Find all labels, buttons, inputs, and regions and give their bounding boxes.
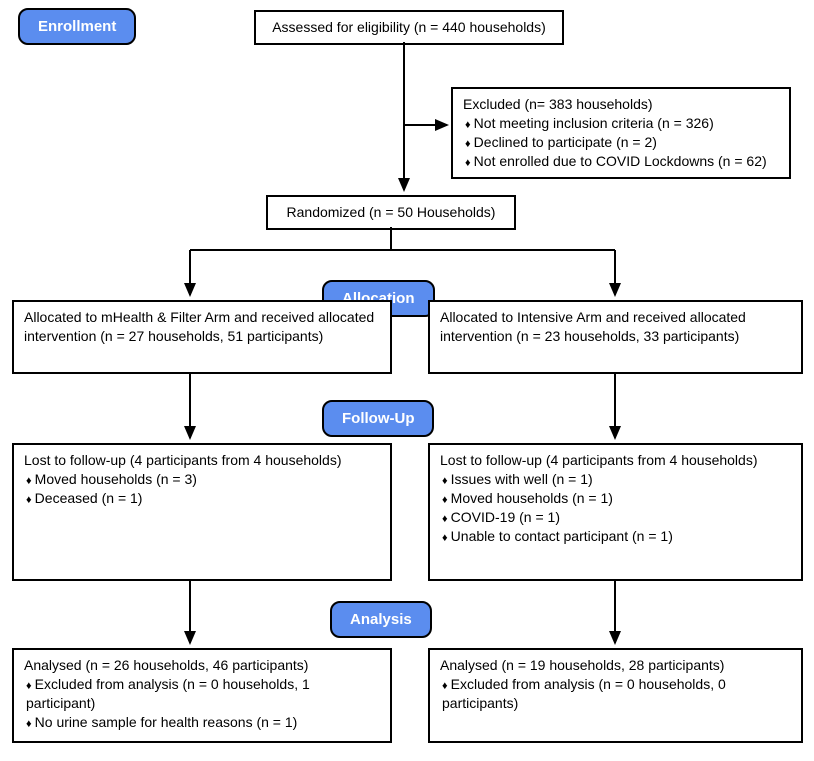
- followup-item: Issues with well (n = 1): [440, 470, 791, 489]
- left-allocation-text: Allocated to mHealth & Filter Arm and re…: [24, 309, 374, 344]
- randomized-text: Randomized (n = 50 Households): [287, 204, 496, 220]
- phase-analysis: Analysis: [330, 601, 432, 638]
- excluded-box: Excluded (n= 383 households) Not meeting…: [451, 87, 791, 179]
- analysis-item: Excluded from analysis (n = 0 households…: [440, 675, 791, 713]
- left-analysis-list: Excluded from analysis (n = 0 households…: [24, 675, 380, 732]
- excluded-item: Not meeting inclusion criteria (n = 326): [463, 114, 779, 133]
- right-followup-list: Issues with well (n = 1) Moved household…: [440, 470, 791, 546]
- excluded-item: Declined to participate (n = 2): [463, 133, 779, 152]
- right-analysis-box: Analysed (n = 19 households, 28 particip…: [428, 648, 803, 743]
- right-followup-box: Lost to follow-up (4 participants from 4…: [428, 443, 803, 581]
- left-analysis-box: Analysed (n = 26 households, 46 particip…: [12, 648, 392, 743]
- right-analysis-title: Analysed (n = 19 households, 28 particip…: [440, 656, 791, 675]
- followup-item: Deceased (n = 1): [24, 489, 380, 508]
- analysis-item: Excluded from analysis (n = 0 households…: [24, 675, 380, 713]
- phase-enrollment: Enrollment: [18, 8, 136, 45]
- followup-item: Unable to contact participant (n = 1): [440, 527, 791, 546]
- left-followup-title: Lost to follow-up (4 participants from 4…: [24, 451, 380, 470]
- right-analysis-list: Excluded from analysis (n = 0 households…: [440, 675, 791, 713]
- right-followup-title: Lost to follow-up (4 participants from 4…: [440, 451, 791, 470]
- left-analysis-title: Analysed (n = 26 households, 46 particip…: [24, 656, 380, 675]
- left-followup-box: Lost to follow-up (4 participants from 4…: [12, 443, 392, 581]
- right-allocation-box: Allocated to Intensive Arm and received …: [428, 300, 803, 374]
- assessed-box: Assessed for eligibility (n = 440 househ…: [254, 10, 564, 45]
- followup-item: Moved households (n = 3): [24, 470, 380, 489]
- followup-item: Moved households (n = 1): [440, 489, 791, 508]
- right-allocation-text: Allocated to Intensive Arm and received …: [440, 309, 746, 344]
- followup-item: COVID-19 (n = 1): [440, 508, 791, 527]
- left-followup-list: Moved households (n = 3) Deceased (n = 1…: [24, 470, 380, 508]
- excluded-list: Not meeting inclusion criteria (n = 326)…: [463, 114, 779, 171]
- assessed-text: Assessed for eligibility (n = 440 househ…: [272, 19, 546, 35]
- excluded-title: Excluded (n= 383 households): [463, 95, 779, 114]
- analysis-item: No urine sample for health reasons (n = …: [24, 713, 380, 732]
- phase-followup: Follow-Up: [322, 400, 434, 437]
- excluded-item: Not enrolled due to COVID Lockdowns (n =…: [463, 152, 779, 171]
- left-allocation-box: Allocated to mHealth & Filter Arm and re…: [12, 300, 392, 374]
- randomized-box: Randomized (n = 50 Households): [266, 195, 516, 230]
